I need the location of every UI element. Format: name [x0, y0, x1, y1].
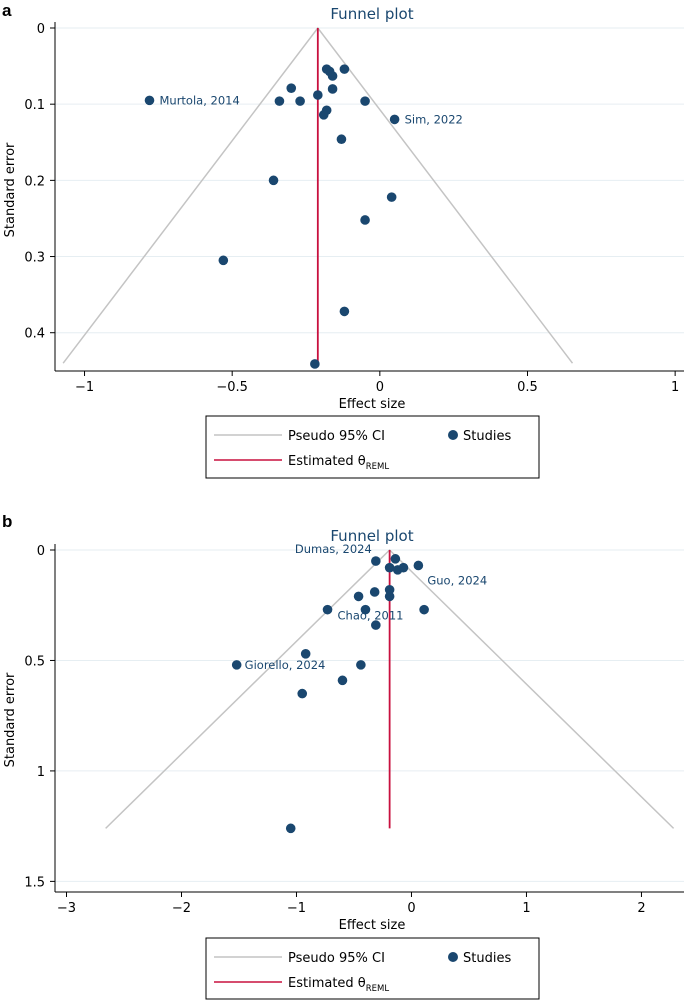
legend-estimate-label: Estimated θREML — [288, 976, 389, 994]
study-point — [413, 560, 424, 571]
panel-a-xlabel: Effect size — [339, 397, 406, 412]
y-tick-label: 0.3 — [24, 251, 45, 266]
study-point — [371, 556, 381, 566]
study-point — [390, 554, 401, 564]
panel-b: b Funnel plot Dumas, 2024 Guo, 2024 Chao, … — [2, 512, 684, 1000]
panel-b-annotations: Dumas, 2024 Guo, 2024 Chao, 2011 Giorello, … — [245, 542, 488, 672]
study-point — [360, 215, 370, 225]
study-annotation: Chao, 2011 — [338, 609, 404, 623]
y-tick-label: 0.2 — [24, 174, 45, 189]
study-point — [360, 96, 370, 106]
panel-b-xlabel: Effect size — [339, 918, 406, 933]
y-tick-label: 0.1 — [24, 98, 45, 113]
x-tick-label: 0.5 — [517, 380, 538, 395]
legend-estimate-theta: Estimated θ — [288, 454, 366, 469]
x-tick-label: −1 — [287, 901, 306, 916]
legend-studies-label: Studies — [463, 429, 511, 444]
panel-a-title: Funnel plot — [330, 5, 413, 23]
panel-a: a Funnel plot Murtola, 2014 Sim, 2022 0 0.… — [2, 1, 684, 479]
panel-b-gridlines — [55, 549, 684, 882]
x-tick-label: 1 — [522, 901, 530, 916]
panel-b-points — [231, 554, 429, 834]
panel-b-legend: Pseudo 95% CI Studies Estimated θREML — [205, 937, 540, 1000]
y-tick-label: 1 — [37, 765, 45, 780]
y-tick-label: 1.5 — [24, 875, 45, 890]
legend-studies-marker — [448, 952, 458, 962]
legend-estimate-theta: Estimated θ — [288, 976, 366, 991]
x-tick-label: 0 — [407, 901, 415, 916]
x-tick-label: 2 — [637, 901, 645, 916]
study-point — [339, 64, 350, 74]
panel-a-gridlines — [55, 27, 684, 334]
study-point — [419, 604, 429, 615]
legend-estimate-sub: REML — [366, 984, 390, 994]
legend-studies-marker — [448, 430, 458, 440]
study-point — [231, 660, 242, 670]
study-point — [339, 306, 350, 317]
study-point — [353, 591, 364, 602]
study-point — [295, 96, 305, 106]
panel-b-letter: b — [2, 512, 12, 531]
study-point — [297, 688, 308, 699]
study-point — [322, 604, 333, 615]
study-point — [360, 604, 371, 615]
panel-a-ylabel: Standard error — [3, 142, 18, 237]
panel-a-points — [144, 64, 400, 369]
legend-estimate-sub: REML — [366, 462, 390, 472]
panel-a-axes: 0 0.1 0.2 0.3 0.4 −1 −0.5 0 0.5 1 — [24, 22, 684, 395]
study-point — [144, 95, 155, 106]
study-annotation: Sim, 2022 — [405, 112, 463, 126]
study-point — [274, 96, 285, 106]
study-point — [327, 84, 338, 94]
study-point — [336, 134, 347, 145]
y-tick-label: 0.5 — [24, 654, 45, 669]
legend-box — [205, 937, 540, 1000]
legend-ci-label: Pseudo 95% CI — [288, 951, 385, 966]
study-point — [384, 584, 395, 595]
panel-b-ylabel: Standard error — [3, 672, 18, 767]
panel-a-legend: Pseudo 95% CI Studies Estimated θREML — [205, 415, 540, 479]
study-point — [384, 562, 395, 573]
study-point — [369, 587, 380, 597]
study-annotation: Giorello, 2024 — [245, 658, 326, 672]
study-point — [313, 90, 323, 100]
study-point — [384, 591, 395, 602]
study-point — [386, 192, 397, 202]
study-point — [268, 175, 279, 186]
x-tick-label: −3 — [57, 901, 76, 916]
study-point — [327, 71, 338, 81]
study-point — [398, 562, 409, 573]
legend-estimate-label: Estimated θREML — [288, 454, 389, 472]
study-point — [371, 620, 381, 630]
x-tick-label: −0.5 — [216, 380, 248, 395]
study-point — [389, 114, 400, 125]
study-point — [356, 660, 366, 670]
study-point — [218, 255, 229, 266]
x-tick-label: −1 — [75, 380, 94, 395]
legend-ci-label: Pseudo 95% CI — [288, 429, 385, 444]
panel-b-title: Funnel plot — [330, 527, 413, 545]
study-point — [285, 823, 296, 834]
study-point — [286, 83, 297, 93]
x-tick-label: 1 — [671, 380, 679, 395]
study-point — [300, 649, 311, 659]
y-tick-label: 0.4 — [24, 327, 45, 342]
panel-a-letter: a — [2, 1, 12, 20]
legend-box — [205, 415, 540, 479]
y-tick-label: 0 — [37, 22, 45, 37]
panel-a-annotations: Murtola, 2014 Sim, 2022 — [159, 93, 462, 126]
legend-studies-label: Studies — [463, 951, 511, 966]
study-annotation: Guo, 2024 — [427, 573, 487, 587]
study-point — [318, 110, 329, 120]
study-annotation: Murtola, 2014 — [159, 93, 239, 107]
panel-b-axes: 0 0.5 1 1.5 −3 −2 −1 0 1 2 — [24, 544, 684, 916]
study-annotation: Dumas, 2024 — [295, 542, 372, 556]
panel-a-funnel — [62, 26, 574, 364]
x-tick-label: −2 — [172, 901, 191, 916]
study-point — [337, 675, 348, 686]
y-tick-label: 0 — [37, 544, 45, 559]
x-tick-label: 0 — [376, 380, 384, 395]
study-point — [310, 359, 320, 369]
